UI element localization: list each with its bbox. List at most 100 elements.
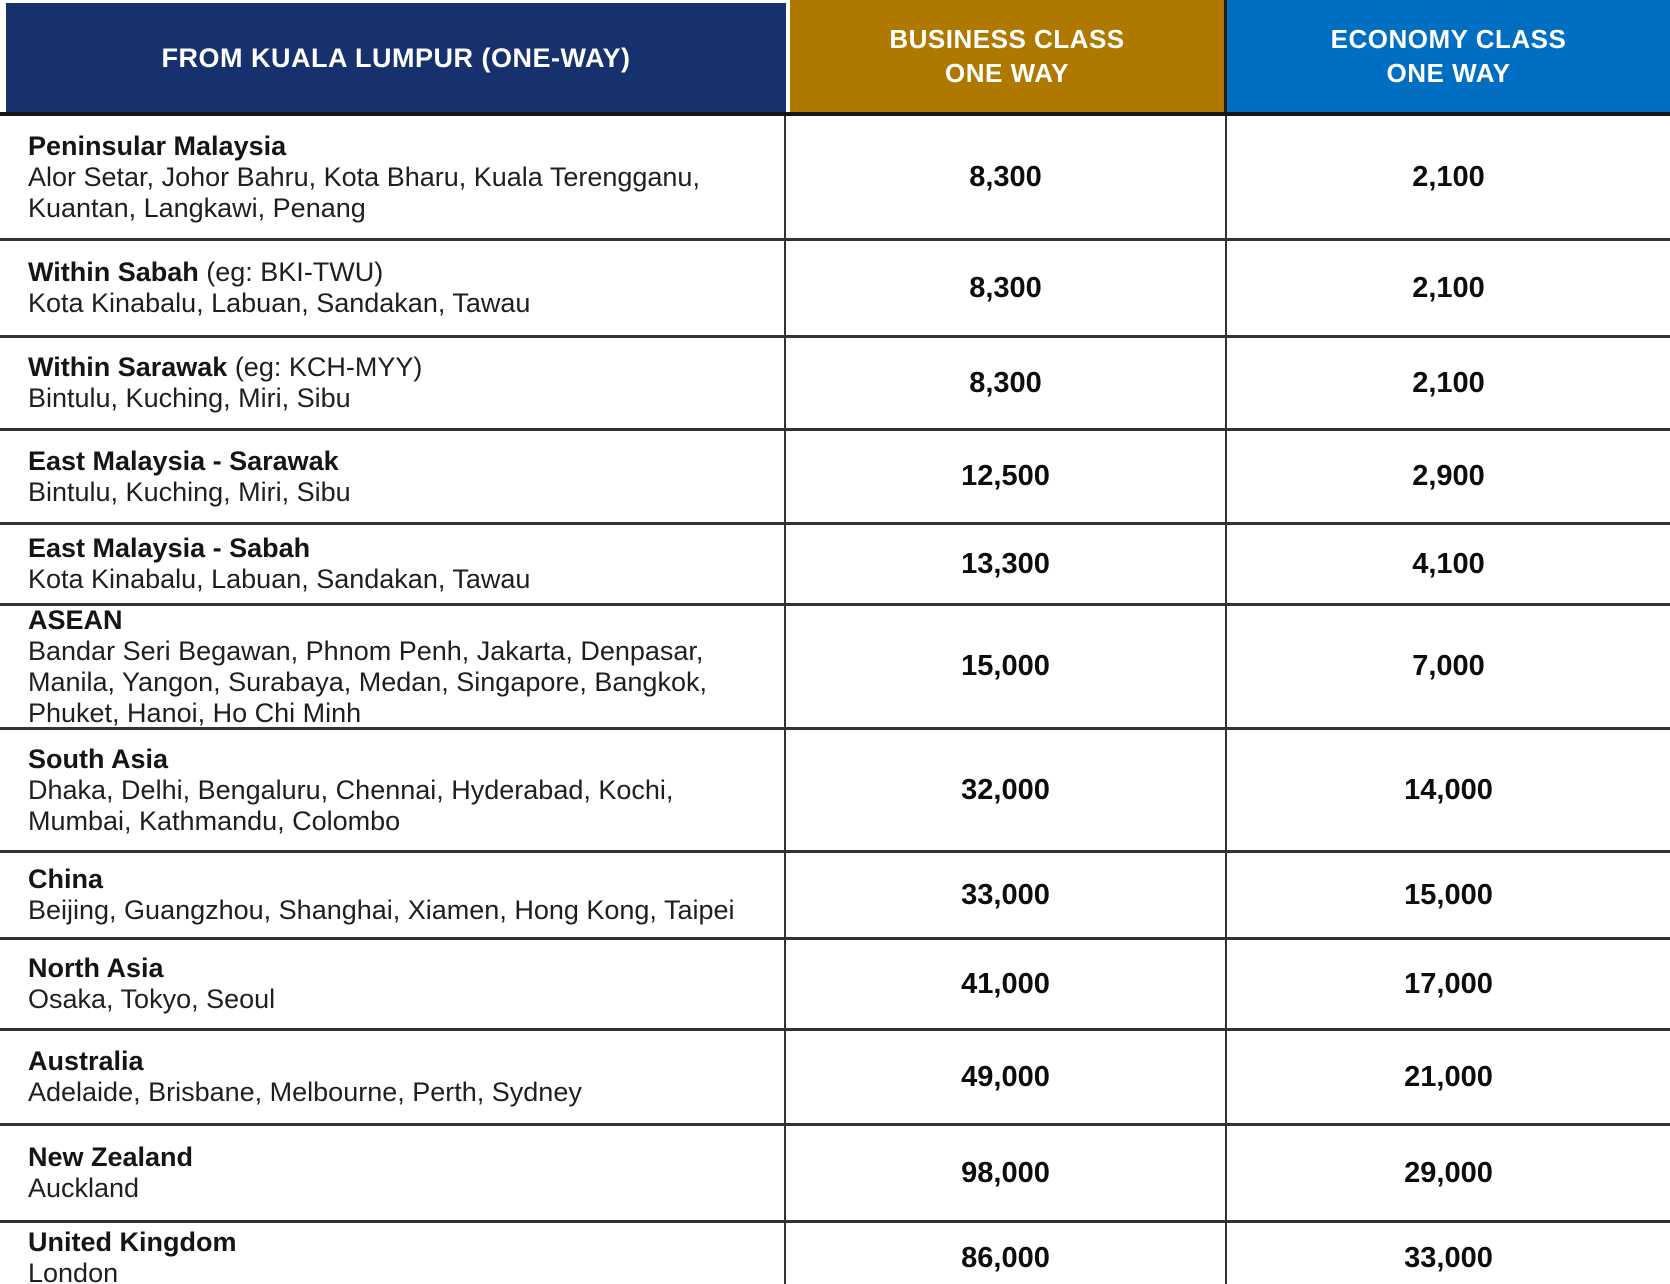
economy-miles-value: 17,000 (1404, 967, 1493, 1000)
table-row: China Beijing, Guangzhou, Shanghai, Xiam… (0, 853, 1670, 940)
region-heading: China (28, 864, 738, 895)
business-miles-cell: 8,300 (786, 116, 1227, 238)
region-name: New Zealand (28, 1142, 194, 1172)
economy-miles-cell: 2,100 (1227, 116, 1670, 238)
region-cities: Adelaide, Brisbane, Melbourne, Perth, Sy… (28, 1077, 582, 1107)
business-miles-value: 8,300 (969, 160, 1042, 193)
region-name: South Asia (28, 743, 169, 774)
economy-miles-value: 2,100 (1412, 160, 1485, 193)
region-name: China (28, 864, 104, 894)
region-name: ASEAN (28, 604, 123, 635)
economy-miles-cell: 2,900 (1227, 431, 1670, 522)
region-note: (eg: BKI-TWU) (198, 257, 384, 287)
table-row: South Asia Dhaka, Delhi, Bengaluru, Chen… (0, 730, 1670, 853)
table-row: North Asia Osaka, Tokyo, Seoul 41,000 17… (0, 940, 1670, 1031)
region-cell: New Zealand Auckland (0, 1126, 786, 1220)
region-cities: Bintulu, Kuching, Miri, Sibu (28, 476, 351, 507)
region-cities: London (28, 1258, 119, 1284)
business-miles-cell: 8,300 (786, 338, 1227, 428)
economy-miles-cell: 29,000 (1227, 1126, 1670, 1220)
region-cell: North Asia Osaka, Tokyo, Seoul (0, 940, 786, 1028)
table-header-row: FROM KUALA LUMPUR (ONE-WAY) BUSINESS CLA… (0, 0, 1670, 116)
business-miles-cell: 13,300 (786, 525, 1227, 603)
economy-miles-value: 14,000 (1404, 773, 1493, 806)
business-miles-cell: 12,500 (786, 431, 1227, 522)
region-heading: Australia (28, 1046, 738, 1077)
header-business-label-line1: BUSINESS CLASS (889, 24, 1125, 54)
economy-miles-value: 4,100 (1412, 547, 1485, 580)
region-heading: ASEAN (28, 605, 738, 636)
region-cities: Auckland (28, 1173, 140, 1203)
region-cities: Bintulu, Kuching, Miri, Sibu (28, 383, 351, 413)
business-miles-value: 15,000 (961, 650, 1050, 682)
region-cell: China Beijing, Guangzhou, Shanghai, Xiam… (0, 853, 786, 937)
table-row: East Malaysia - Sarawak Bintulu, Kuching… (0, 431, 1670, 525)
region-cell: United Kingdom London (0, 1223, 786, 1284)
economy-miles-value: 2,100 (1412, 366, 1485, 399)
economy-miles-value: 33,000 (1404, 1241, 1493, 1274)
region-heading: North Asia (28, 953, 738, 984)
header-business-label-line2: ONE WAY (945, 58, 1069, 88)
table-row: New Zealand Auckland 98,000 29,000 (0, 1126, 1670, 1223)
economy-miles-value: 2,900 (1412, 460, 1485, 492)
business-miles-value: 86,000 (961, 1241, 1050, 1274)
business-miles-cell: 15,000 (786, 606, 1227, 727)
region-name: North Asia (28, 953, 164, 983)
business-miles-cell: 41,000 (786, 940, 1227, 1028)
business-miles-cell: 33,000 (786, 853, 1227, 937)
region-cities: Kota Kinabalu, Labuan, Sandakan, Tawau (28, 564, 531, 594)
region-heading: East Malaysia - Sabah (28, 533, 738, 564)
table-row: East Malaysia - Sabah Kota Kinabalu, Lab… (0, 525, 1670, 606)
business-miles-cell: 49,000 (786, 1031, 1227, 1123)
business-miles-value: 8,300 (969, 366, 1042, 399)
table-row: Within Sabah (eg: BKI-TWU) Kota Kinabalu… (0, 241, 1670, 338)
table-row: Peninsular Malaysia Alor Setar, Johor Ba… (0, 116, 1670, 241)
region-cities: Osaka, Tokyo, Seoul (28, 984, 276, 1014)
economy-miles-cell: 2,100 (1227, 241, 1670, 335)
region-heading: United Kingdom (28, 1227, 738, 1258)
header-business-cell: BUSINESS CLASS ONE WAY (790, 0, 1227, 112)
region-cell: ASEAN Bandar Seri Begawan, Phnom Penh, J… (0, 605, 786, 728)
business-miles-value: 41,000 (961, 967, 1050, 1000)
table-row: ASEAN Bandar Seri Begawan, Phnom Penh, J… (0, 605, 1670, 730)
economy-miles-cell: 2,100 (1227, 338, 1670, 428)
region-heading: East Malaysia - Sarawak (28, 446, 738, 477)
business-miles-value: 12,500 (961, 460, 1050, 492)
business-miles-cell: 8,300 (786, 241, 1227, 335)
economy-miles-value: 2,100 (1412, 271, 1485, 304)
table-row: Within Sarawak (eg: KCH-MYY) Bintulu, Ku… (0, 338, 1670, 431)
business-miles-value: 33,000 (961, 878, 1050, 911)
header-gap (786, 0, 790, 112)
table-row: United Kingdom London 86,000 33,000 (0, 1223, 1670, 1284)
business-miles-value: 49,000 (961, 1060, 1050, 1093)
table-body: Peninsular Malaysia Alor Setar, Johor Ba… (0, 116, 1670, 1284)
region-name: Within Sabah (28, 257, 199, 287)
region-cell: Peninsular Malaysia Alor Setar, Johor Ba… (0, 116, 786, 238)
region-name: Peninsular Malaysia (28, 130, 287, 161)
region-cities: Bandar Seri Begawan, Phnom Penh, Jakarta… (28, 635, 707, 728)
region-cell: South Asia Dhaka, Delhi, Bengaluru, Chen… (0, 730, 786, 850)
economy-miles-cell: 15,000 (1227, 853, 1670, 937)
header-economy-label-line1: ECONOMY CLASS (1330, 24, 1567, 54)
header-economy-cell: ECONOMY CLASS ONE WAY (1227, 0, 1670, 112)
header-route-label: FROM KUALA LUMPUR (ONE-WAY) (161, 42, 631, 73)
region-heading: Peninsular Malaysia (28, 131, 738, 162)
business-miles-value: 32,000 (961, 773, 1050, 806)
region-cities: Beijing, Guangzhou, Shanghai, Xiamen, Ho… (28, 895, 735, 925)
region-heading: New Zealand (28, 1142, 738, 1173)
region-cell: Australia Adelaide, Brisbane, Melbourne,… (0, 1031, 786, 1123)
economy-miles-cell: 21,000 (1227, 1031, 1670, 1123)
economy-miles-cell: 7,000 (1227, 606, 1670, 727)
economy-miles-value: 29,000 (1404, 1156, 1493, 1189)
region-cell: East Malaysia - Sarawak Bintulu, Kuching… (0, 431, 786, 522)
economy-miles-value: 21,000 (1404, 1060, 1493, 1093)
business-miles-cell: 98,000 (786, 1126, 1227, 1220)
region-cell: Within Sabah (eg: BKI-TWU) Kota Kinabalu… (0, 241, 786, 335)
business-miles-value: 8,300 (969, 271, 1042, 304)
header-route-cell: FROM KUALA LUMPUR (ONE-WAY) (6, 3, 786, 112)
business-miles-value: 98,000 (961, 1156, 1050, 1189)
region-name: East Malaysia - Sabah (28, 533, 311, 563)
region-cities: Alor Setar, Johor Bahru, Kota Bharu, Kua… (28, 161, 700, 223)
business-miles-value: 13,300 (961, 547, 1050, 580)
economy-miles-cell: 33,000 (1227, 1223, 1670, 1284)
